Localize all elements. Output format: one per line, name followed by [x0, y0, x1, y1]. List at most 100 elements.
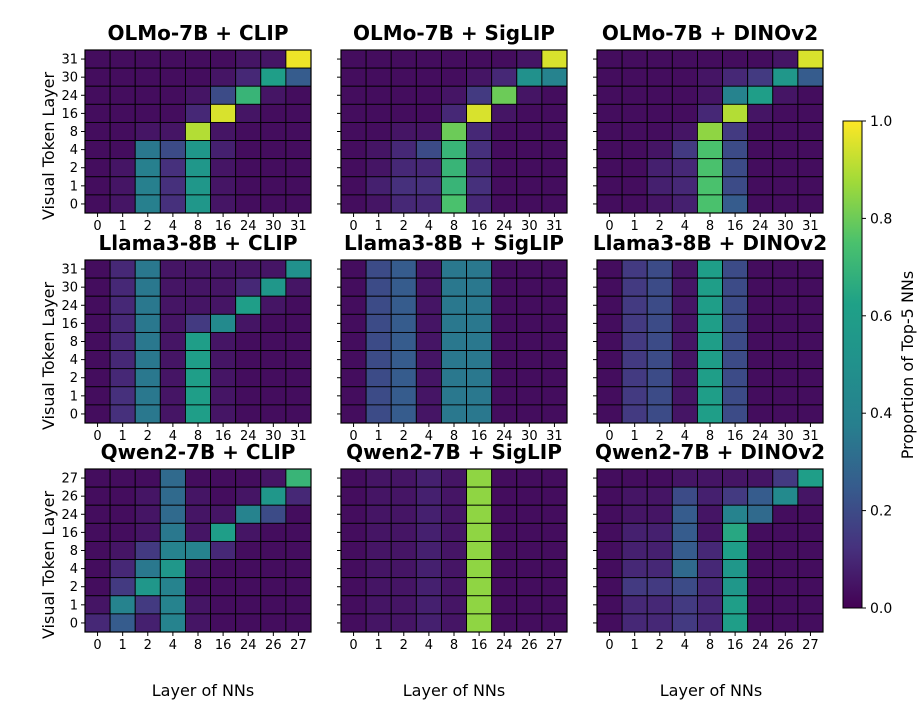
heatmap-cell: [365, 194, 392, 214]
y-tick-label: 8: [70, 125, 78, 140]
heatmap-cell: [747, 468, 774, 488]
heatmap-cell: [285, 277, 312, 297]
heatmap-cell: [696, 194, 724, 214]
heatmap-cell: [541, 522, 568, 542]
heatmap-cell: [621, 295, 648, 315]
heatmap-cell: [541, 49, 568, 69]
heatmap-cell: [159, 259, 186, 279]
heatmap-cell: [285, 121, 312, 142]
heatmap-cell: [285, 595, 312, 615]
heatmap-cell: [646, 613, 673, 633]
heatmap-cell: [109, 259, 136, 279]
heatmap-cell: [340, 595, 367, 615]
heatmap-cell: [722, 121, 749, 142]
heatmap-cell: [747, 350, 774, 370]
heatmap-cell: [466, 121, 493, 142]
x-tick-label: 0: [605, 429, 613, 444]
heatmap-cell: [390, 277, 417, 297]
x-tick-label: 8: [194, 429, 202, 444]
heatmap-cell: [235, 49, 262, 69]
heatmap-cell: [260, 277, 287, 297]
heatmap-cell: [390, 540, 417, 561]
colorbar-ticks: 0.0 0.2 0.4 0.6 0.8 1.0: [862, 114, 892, 617]
heatmap-cell: [671, 404, 698, 424]
heatmap-cell: [772, 468, 799, 488]
heatmap-cell: [260, 176, 287, 196]
heatmap-cell: [722, 368, 749, 388]
heatmap-cell: [541, 504, 568, 524]
heatmap-cell: [440, 85, 468, 105]
heatmap-cell: [722, 386, 749, 406]
heatmap-cell: [235, 176, 262, 196]
heatmap-cell: [541, 350, 568, 370]
heatmap-cell: [235, 295, 262, 315]
heatmap-cell: [646, 386, 673, 406]
heatmap-cell: [285, 522, 312, 542]
heatmap-cell: [797, 559, 824, 579]
heatmap-cell: [260, 259, 287, 279]
heatmap-cell: [415, 404, 442, 424]
heatmap-cell: [797, 103, 824, 123]
heatmap-cell: [84, 613, 111, 633]
heatmap-cell: [84, 85, 111, 105]
heatmap-cell: [184, 504, 212, 524]
heatmap-cell: [671, 577, 698, 597]
heatmap-cell: [340, 67, 367, 87]
heatmap-cell: [696, 295, 724, 315]
x-tick-label: 31: [802, 219, 819, 234]
heatmap-cell: [260, 158, 287, 178]
heatmap-cell: [797, 468, 824, 488]
heatmap-cell: [134, 331, 161, 352]
heatmap-cell: [466, 368, 493, 388]
heatmap-cell: [671, 194, 698, 214]
heatmap-cell: [390, 504, 417, 524]
heatmap-cell: [696, 404, 724, 424]
x-tick-label: 2: [144, 219, 152, 234]
heatmap-cell: [797, 404, 824, 424]
heatmap-cell: [285, 486, 312, 506]
heatmap-cell: [491, 368, 518, 388]
heatmap-cell: [516, 259, 543, 279]
heatmap-cell: [491, 103, 518, 123]
heatmap-cell: [340, 295, 367, 315]
heatmap-cell: [134, 194, 161, 214]
heatmap-cell: [722, 103, 749, 123]
heatmap-cell: [235, 386, 262, 406]
heatmap-cell: [772, 121, 799, 142]
heatmap-cell: [415, 368, 442, 388]
heatmap-cell: [772, 331, 799, 352]
heatmap-cell: [466, 504, 493, 524]
heatmap-cell: [671, 350, 698, 370]
heatmap-cell: [415, 176, 442, 196]
heatmap-cell: [285, 540, 312, 561]
heatmap-cell: [340, 468, 367, 488]
heatmap-cell: [365, 259, 392, 279]
x-tick-label: 0: [93, 429, 101, 444]
heatmap-cell: [260, 331, 287, 352]
heatmap-cell: [365, 368, 392, 388]
heatmap-cell: [541, 313, 568, 333]
heatmap-cell: [797, 331, 824, 352]
heatmap-cell: [646, 486, 673, 506]
heatmap-cell: [596, 176, 623, 196]
heatmap-cell: [466, 194, 493, 214]
heatmap-cell: [415, 486, 442, 506]
heatmap-cell: [440, 595, 468, 615]
heatmap-cell: [491, 140, 518, 160]
heatmap-cell: [747, 522, 774, 542]
heatmap-cell: [210, 331, 237, 352]
x-tick-label: 1: [375, 219, 383, 234]
heatmap-cell: [440, 350, 468, 370]
heatmap-cell: [184, 404, 212, 424]
panel-title: Qwen2-7B + SigLIP: [346, 440, 562, 464]
heatmap-cell: [109, 350, 136, 370]
heatmap-cell: [390, 486, 417, 506]
heatmap-cell: [466, 559, 493, 579]
heatmap-cell: [646, 331, 673, 352]
heatmap-cell: [516, 368, 543, 388]
heatmap-cell: [109, 121, 136, 142]
x-tick-label: 26: [521, 638, 538, 653]
heatmap-cell: [390, 194, 417, 214]
